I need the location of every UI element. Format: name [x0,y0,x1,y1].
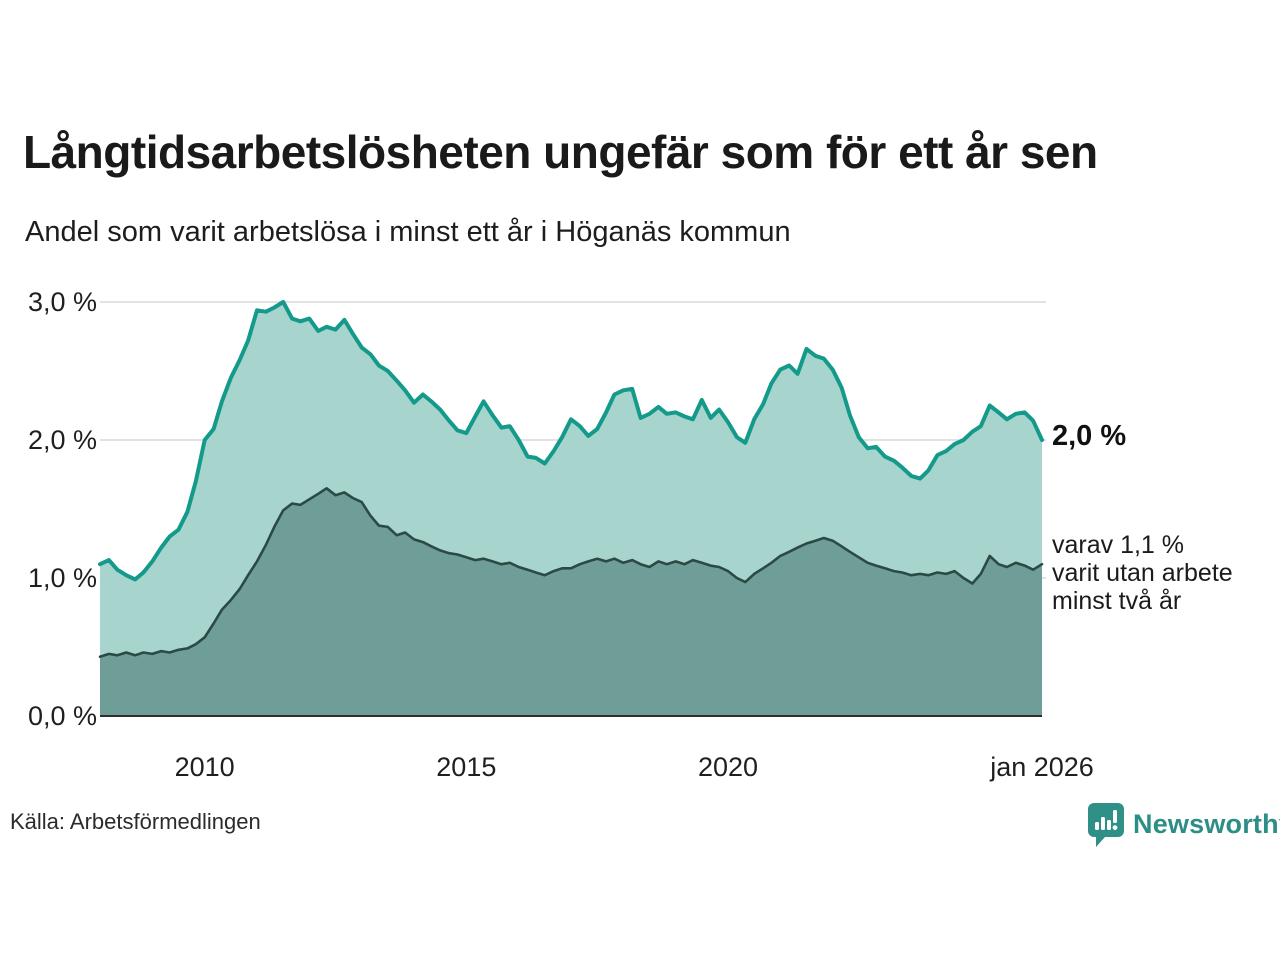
y-axis-tick-2-0: 2,0 % [28,425,98,455]
series-end-label-total: 2,0 % [1052,420,1127,452]
newsworthy-branding: Newsworthy [1086,800,1280,848]
page-title: Långtidsarbetslösheten ungefär som för e… [23,126,1098,178]
x-axis-tick-jan-2026: jan 2026 [990,752,1094,782]
page-subtitle: Andel som varit arbetslösa i minst ett å… [25,216,791,248]
y-axis-tick-1-0: 1,0 % [28,563,98,593]
y-axis-tick-0-0: 0,0 % [28,701,98,731]
x-axis-tick-2010: 2010 [174,752,235,782]
source-note: Källa: Arbetsförmedlingen [10,809,261,834]
series-end-label-two-year-line3: minst två år [1052,587,1182,615]
newsworthy-wordmark: Newsworthy [1133,808,1280,839]
series-end-label-two-year-line2: varit utan arbete [1052,559,1233,587]
newsworthy-speech-bubble-bar-chart-icon [1088,803,1124,847]
x-axis-tick-2015: 2015 [436,752,497,782]
y-axis-tick-3-0: 3,0 % [28,287,98,317]
series-end-label-two-year-line1: varav 1,1 % [1052,531,1185,559]
series-end-label-two-year: varav 1,1 % varit utan arbete minst två … [1052,531,1233,615]
x-axis-tick-2020: 2020 [697,752,759,782]
